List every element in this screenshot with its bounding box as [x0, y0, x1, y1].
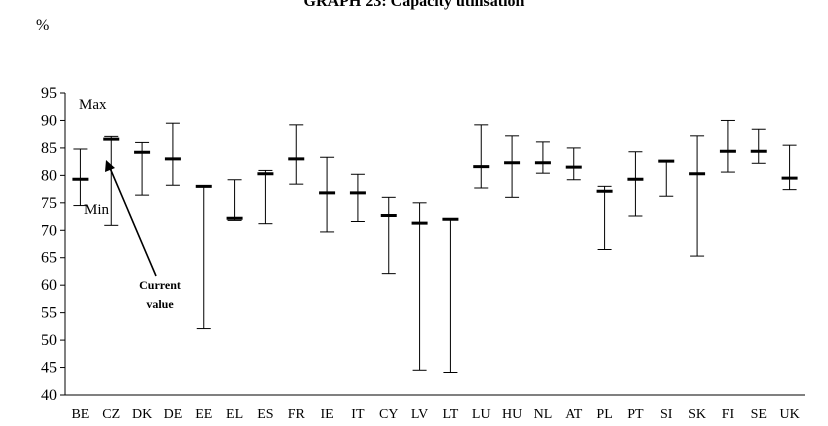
y-tick-label: 40: [41, 387, 57, 404]
current-value-annotation-line2: value: [146, 297, 174, 311]
x-tick-label-CY: CY: [379, 407, 398, 422]
x-tick-label-PL: PL: [596, 407, 612, 422]
x-tick-label-ES: ES: [257, 407, 273, 422]
x-tick-label-FI: FI: [722, 407, 735, 422]
x-tick-label-NL: NL: [534, 407, 553, 422]
y-tick-label: 70: [41, 222, 57, 239]
min-annotation: Min: [84, 202, 110, 218]
x-tick-label-SE: SE: [751, 407, 767, 422]
y-tick-label: 45: [41, 360, 57, 377]
current-value-arrow: [109, 167, 157, 277]
y-tick-label: 95: [41, 85, 57, 102]
range-marks-group: [72, 119, 798, 373]
y-tick-label: 55: [41, 305, 57, 322]
x-tick-label-AT: AT: [565, 407, 583, 422]
x-tick-group: BE CZ DK DE EE EL ES FR IE IT CY LV LT LU HU NL AT PL PT SI…: [71, 407, 799, 422]
x-tick-label-DE: DE: [164, 407, 183, 422]
y-tick-group: 40 45 50 55 60 65 70 75 80 85 90 95: [41, 85, 65, 404]
x-tick-label-SK: SK: [688, 407, 706, 422]
current-value-annotation-line1: Current: [139, 278, 181, 292]
y-tick-label: 65: [41, 250, 57, 267]
x-tick-label-PT: PT: [627, 407, 644, 422]
y-tick-label: 60: [41, 277, 57, 294]
current-value-arrowhead: [105, 160, 115, 172]
x-tick-label-EL: EL: [226, 407, 243, 422]
x-tick-label-EE: EE: [195, 407, 212, 422]
x-tick-label-UK: UK: [779, 407, 799, 422]
x-tick-label-HU: HU: [502, 407, 522, 422]
x-tick-label-BE: BE: [71, 407, 89, 422]
y-tick-label: 85: [41, 140, 57, 157]
x-tick-label-IT: IT: [351, 407, 365, 422]
x-tick-label-CZ: CZ: [102, 407, 120, 422]
max-annotation: Max: [79, 97, 107, 113]
x-tick-label-LT: LT: [443, 407, 459, 422]
x-tick-label-DK: DK: [132, 407, 152, 422]
x-tick-label-LV: LV: [411, 407, 428, 422]
y-tick-label: 80: [41, 167, 57, 184]
x-tick-label-LU: LU: [472, 407, 491, 422]
x-tick-label-IE: IE: [320, 407, 333, 422]
y-axis-unit-label: %: [36, 17, 49, 34]
y-tick-label: 75: [41, 195, 57, 212]
y-tick-label: 50: [41, 332, 57, 349]
x-tick-label-FR: FR: [288, 407, 306, 422]
chart-title: GRAPH 23: Capacity utilisation: [304, 0, 525, 10]
x-tick-label-SI: SI: [660, 407, 673, 422]
y-tick-label: 90: [41, 112, 57, 129]
